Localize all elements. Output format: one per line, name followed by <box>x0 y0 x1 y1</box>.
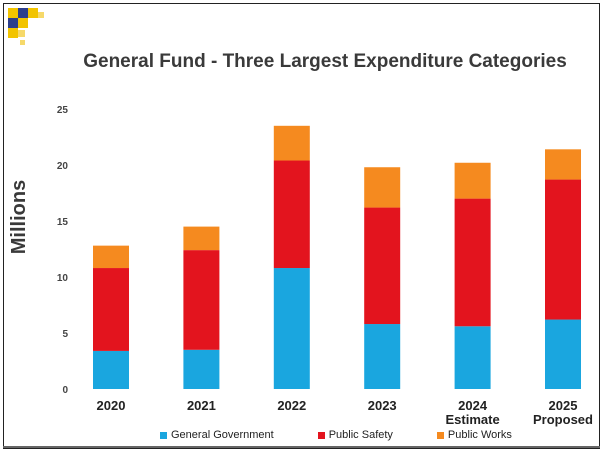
bar-segment-general-government <box>454 326 491 389</box>
legend-swatch <box>160 431 167 439</box>
x-tick-label: Proposed <box>533 412 593 427</box>
y-tick-label: 5 <box>62 329 68 340</box>
y-tick-label: 20 <box>57 161 69 172</box>
y-tick-label: 15 <box>57 217 69 228</box>
bar-segment-public-safety <box>183 250 220 350</box>
legend-label: Public Safety <box>328 429 393 441</box>
bottom-divider <box>3 446 600 448</box>
bar-segment-public-works <box>273 125 310 161</box>
bar-segment-public-works <box>545 149 581 180</box>
legend-label: Public Works <box>447 429 512 441</box>
x-tick-label: Estimate <box>445 412 499 427</box>
legend-swatch <box>436 431 444 439</box>
bar-segment-public-safety <box>454 198 491 327</box>
bar-segment-general-government <box>545 319 581 389</box>
chart-title: General Fund - Three Largest Expenditure… <box>83 51 567 72</box>
legend-item: Public Safety <box>317 429 393 441</box>
bar-segment-public-safety <box>545 179 581 320</box>
y-tick-label: 10 <box>57 273 69 284</box>
bar-segment-general-government <box>273 268 310 389</box>
bar-segment-public-works <box>93 245 129 269</box>
chart-legend: General Government Public Safety Public Wo… <box>160 427 512 443</box>
x-tick-label: 2025 <box>549 398 578 413</box>
bar-segment-public-safety <box>364 207 401 325</box>
x-tick-label: 2022 <box>277 398 306 413</box>
bar-segment-public-works <box>364 167 401 208</box>
bar-segment-general-government <box>93 350 129 389</box>
x-tick-label: 2023 <box>368 398 397 413</box>
x-tick-label: 2020 <box>97 398 126 413</box>
bar-segment-public-safety <box>93 268 129 351</box>
x-tick-label: 2021 <box>187 398 216 413</box>
legend-item: Public Works <box>436 429 512 441</box>
bar-segment-public-safety <box>273 160 310 269</box>
legend-swatch <box>317 431 325 439</box>
legend-label: General Government <box>171 429 274 441</box>
y-tick-label: 25 <box>57 105 69 116</box>
bar-segment-public-works <box>454 162 491 199</box>
y-tick-label: 0 <box>62 385 68 396</box>
bar-segment-general-government <box>183 349 220 389</box>
bar-segment-public-works <box>183 226 220 251</box>
legend-item: General Government <box>160 429 274 441</box>
x-tick-label: 2024 <box>458 398 488 413</box>
bar-segment-general-government <box>364 324 401 389</box>
